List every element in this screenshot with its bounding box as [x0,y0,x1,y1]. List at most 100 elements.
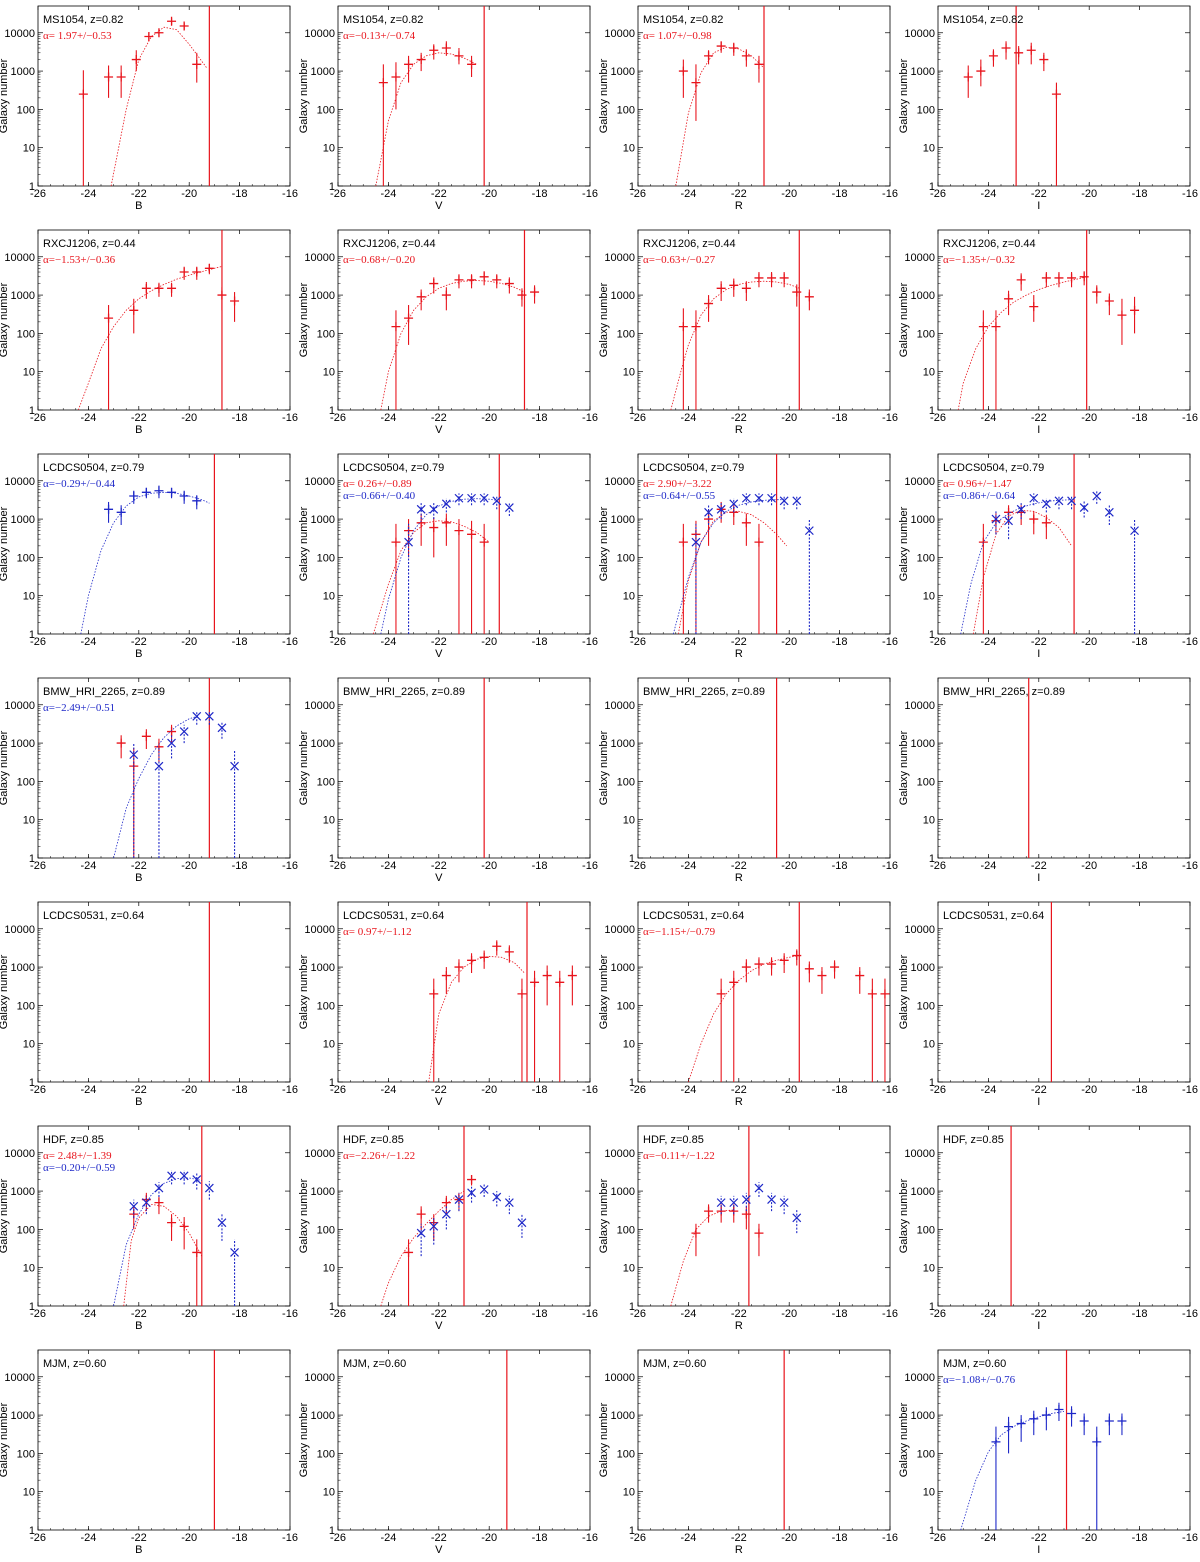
data-point-plus [767,273,777,283]
data-point-plus [741,518,751,528]
y-axis-label: Galaxy number [0,1178,10,1253]
data-point-plus [978,322,988,332]
y-axis-label: Galaxy number [298,1402,310,1477]
data-point-plus [691,1228,701,1238]
y-tick-label: 100 [917,1224,935,1236]
data-point-x [141,1198,151,1208]
panel-title: MJM, z=0.60 [643,1358,706,1370]
alpha-label-red: α=−1.53+/−0.36 [43,254,116,266]
y-tick-label: 10 [323,1039,335,1051]
data-point-plus [131,55,141,65]
y-tick-label: 1000 [911,1410,935,1422]
data-point-plus [429,45,439,55]
data-point-plus [492,941,502,951]
y-tick-label: 100 [317,1224,335,1236]
plot-svg: -26 -24 -22 -20 -18 -16 1 10 100 1000 10000 I Galaxy… [898,677,1198,884]
data-point-x [179,1171,189,1181]
panel-title: BMW_HRI_2265, z=0.89 [343,686,465,698]
x-tick-label: -16 [282,1084,298,1096]
plot-content [428,902,577,1082]
data-point-plus [988,51,998,61]
y-tick-label: 1000 [611,1410,635,1422]
x-tick-label: -22 [431,188,447,200]
alpha-label-blue: α=−0.66+/−0.40 [343,490,416,502]
x-tick-label: -16 [282,1532,298,1544]
data-point-plus [567,971,577,981]
data-point-plus [716,283,726,293]
data-point-plus [467,955,477,965]
data-point-plus [404,313,414,323]
y-tick-label: 1000 [611,66,635,78]
data-point-x [716,1198,726,1208]
data-point-plus [1104,1416,1114,1426]
data-point-plus [504,279,514,289]
x-tick-label: -24 [680,1084,696,1096]
data-point-x [754,493,764,503]
plot-svg: -26 -24 -22 -20 -18 -16 1 10 100 1000 10000 B Galaxy… [0,5,298,212]
y-tick-label: 10 [623,815,635,827]
x-axis-label: B [135,200,142,212]
data-point-plus [104,72,114,82]
data-point-plus [767,959,777,969]
plot-area: -26 -24 -22 -20 -18 -16 1 10 100 1000 10000 V Galaxy… [298,453,598,660]
x-tick-label: -22 [431,636,447,648]
x-tick-label: -18 [532,860,548,872]
y-axis-label: Galaxy number [598,954,610,1029]
data-point-x [179,727,189,736]
x-tick-label: -24 [380,860,396,872]
fit-curve-blue [960,499,1072,634]
data-point-x [991,514,1001,524]
alpha-label-red: α= 0.26+/−0.89 [343,478,412,490]
x-tick-label: -16 [1182,1084,1198,1096]
x-tick-label: -22 [131,412,147,424]
plot-svg: -26 -24 -22 -20 -18 -16 1 10 100 1000 10000 R Galaxy… [598,677,898,884]
panel-title: LCDCS0504, z=0.79 [643,462,744,474]
x-tick-label: -16 [582,1308,598,1320]
plot-area: -26 -24 -22 -20 -18 -16 1 10 100 1000 10000 B Galaxy… [0,453,298,660]
y-tick-label: 10000 [4,1148,35,1160]
data-point-x [129,750,139,760]
y-tick-label: 100 [917,104,935,116]
panel-bmw-hri-2265-b: -26 -24 -22 -20 -18 -16 1 10 100 1000 10000 B Galaxy… [0,675,302,885]
y-tick-label: 10000 [304,252,335,264]
alpha-label-blue: α=−0.86+/−0.64 [943,490,1016,502]
plot-svg: -26 -24 -22 -20 -18 -16 1 10 100 1000 10000 R Galaxy… [598,1125,898,1332]
plot-area: -26 -24 -22 -20 -18 -16 1 10 100 1000 10000 V Galaxy… [298,1349,598,1556]
panel-bmw-hri-2265-r: -26 -24 -22 -20 -18 -16 1 10 100 1000 10000 R Galaxy… [598,675,902,885]
data-point-plus [416,518,426,528]
x-tick-label: -24 [680,636,696,648]
data-point-x [479,1185,489,1194]
x-tick-label: -16 [882,860,898,872]
y-tick-label: 100 [617,1000,635,1012]
data-point-plus [991,322,1001,332]
x-tick-label: -18 [832,1532,848,1544]
y-tick-label: 1000 [611,1186,635,1198]
x-tick-label: -26 [930,412,946,424]
x-tick-label: -22 [731,412,747,424]
data-point-plus [1001,43,1011,53]
x-tick-label: -22 [431,412,447,424]
y-tick-label: 10 [623,1039,635,1051]
x-tick-label: -26 [330,412,346,424]
data-point-x [779,496,789,506]
data-point-plus [1041,518,1051,528]
data-point-x [1054,496,1064,506]
x-tick-label: -16 [582,412,598,424]
y-tick-label: 100 [17,104,35,116]
data-point-plus [441,518,451,528]
data-point-x [767,493,776,503]
data-point-x [492,1192,502,1202]
data-point-plus [144,31,154,41]
y-tick-label: 1000 [311,514,335,526]
data-point-plus [441,290,451,300]
x-tick-label: -16 [582,860,598,872]
x-tick-label: -20 [181,1084,197,1096]
x-axis-label: I [1037,424,1040,436]
plot-svg: -26 -24 -22 -20 -18 -16 1 10 100 1000 10000 B Galaxy… [0,901,298,1108]
panel-rxcj1206-i: -26 -24 -22 -20 -18 -16 1 10 100 1000 10000 I Galaxy… [898,227,1200,437]
data-point-x [230,761,239,771]
x-tick-label: -16 [1182,1532,1198,1544]
x-tick-label: -16 [1182,188,1198,200]
y-tick-label: 100 [317,328,335,340]
plot-area: -26 -24 -22 -20 -18 -16 1 10 100 1000 10000 V Galaxy… [298,901,598,1108]
